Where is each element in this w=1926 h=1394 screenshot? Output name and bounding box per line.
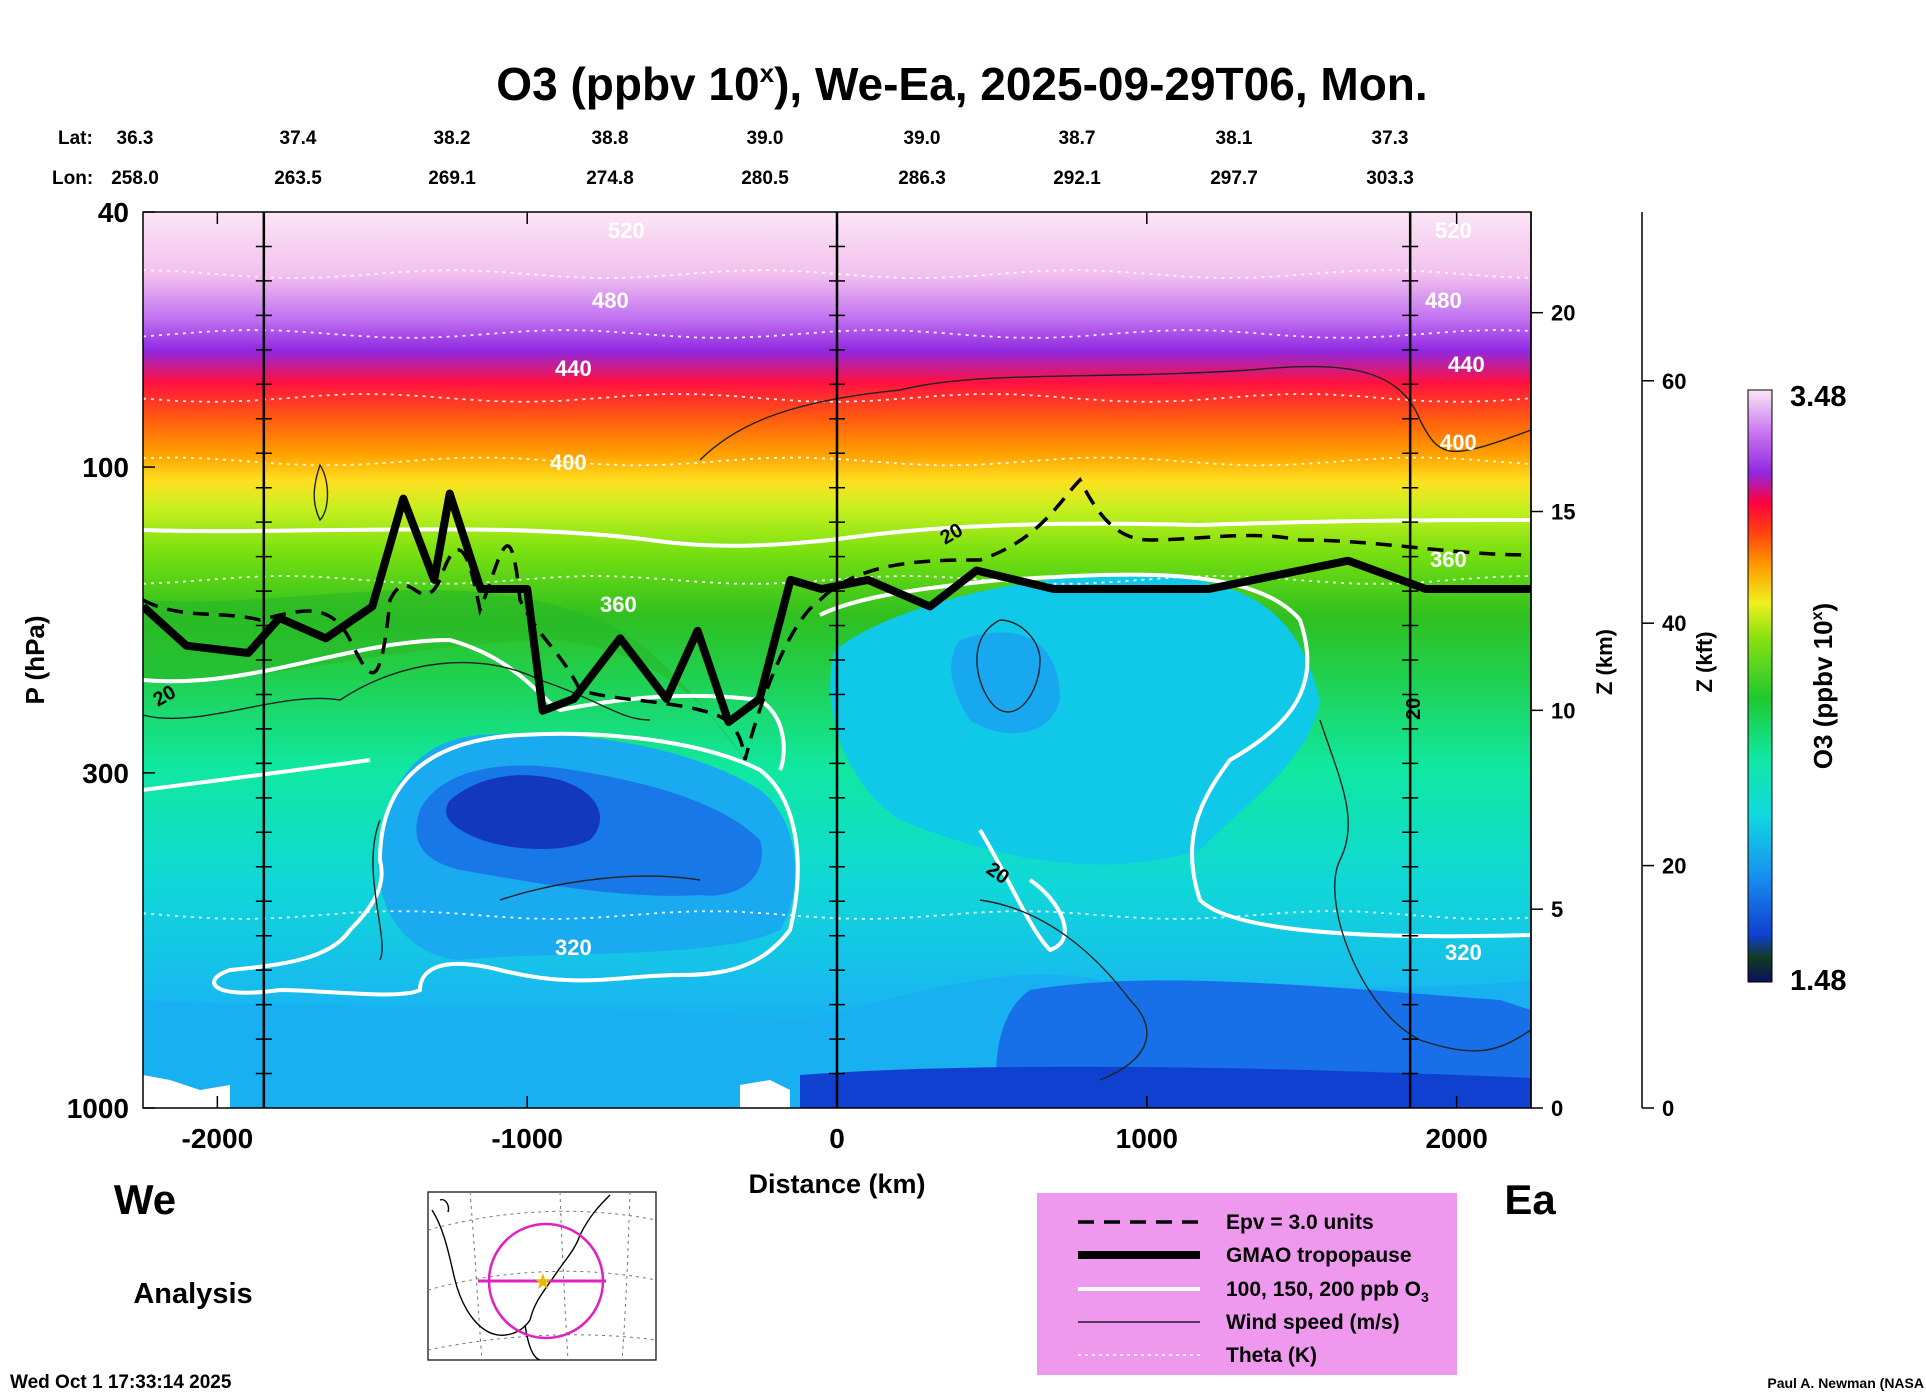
theta-label-320: 320	[555, 935, 592, 960]
z-kft-label: Z (kft)	[1692, 631, 1717, 692]
x-tick-label: 1000	[1116, 1123, 1178, 1154]
colorbar-gradient	[1747, 389, 1773, 983]
ozone-contour-field	[143, 212, 1531, 1108]
lon-row-label: Lon:	[52, 168, 93, 189]
colorbar-max-label: 3.48	[1790, 381, 1846, 413]
lon-value: 269.1	[428, 168, 476, 189]
west-end-label: We	[114, 1176, 176, 1223]
z-km-axis: 0 5 10 15 20	[1530, 212, 1575, 1121]
lon-value: 292.1	[1053, 168, 1101, 189]
lat-value: 39.0	[747, 128, 784, 149]
theta-label-360-right: 360	[1430, 547, 1467, 572]
colorbar-title: O3 (ppbv 10x)	[1808, 603, 1838, 769]
inset-map-graticule	[427, 1191, 657, 1361]
terrain-mask-mid	[740, 1080, 790, 1108]
y-tick-label: 1000	[67, 1093, 129, 1124]
colorbar-min-label: 1.48	[1790, 965, 1846, 997]
lat-value: 38.8	[592, 128, 629, 149]
z-kft-tick-label: 60	[1662, 369, 1686, 394]
z-km-label: Z (km)	[1592, 629, 1617, 695]
x-tick-label: 0	[829, 1123, 845, 1154]
lat-value: 36.3	[117, 128, 154, 149]
x-axis-label: Distance (km)	[748, 1169, 925, 1199]
theta-label-400-right: 400	[1440, 430, 1477, 455]
legend-label-ozone: 100, 150, 200 ppb O3	[1226, 1278, 1429, 1305]
gmao-tropopause-line	[143, 489, 1531, 727]
vertical-marker-lines	[255, 212, 1419, 1108]
z-km-tick-label: 0	[1551, 1096, 1563, 1121]
east-end-label: Ea	[1504, 1176, 1556, 1223]
chart-title: O3 (ppbv 10x), We-Ea, 2025-09-29T06, Mon…	[496, 58, 1427, 110]
x-tick-label: 2000	[1425, 1123, 1487, 1154]
z-km-tick-label: 15	[1551, 500, 1575, 525]
lon-value: 286.3	[898, 168, 946, 189]
surface-low-ozone	[800, 1066, 1531, 1108]
lat-value: 38.7	[1059, 128, 1096, 149]
y-tick-label: 40	[98, 197, 129, 228]
upper-trop-ozone-band	[143, 589, 745, 760]
theta-label-360: 360	[600, 592, 637, 617]
theta-label-520-right: 520	[1435, 218, 1472, 243]
wind-speed-contours	[143, 365, 1531, 1081]
wind-label-20-d: 20	[1403, 698, 1425, 720]
theta-label-320-right: 320	[1445, 940, 1482, 965]
theta-label-480: 480	[592, 288, 629, 313]
theta-label-400: 400	[550, 450, 587, 475]
z-km-tick-label: 5	[1551, 897, 1563, 922]
z-km-tick-label: 20	[1551, 301, 1575, 326]
low-ozone-core	[446, 775, 600, 850]
terrain-mask-left	[143, 1075, 230, 1108]
epv-line	[143, 477, 1531, 761]
lon-value: 303.3	[1366, 168, 1414, 189]
inset-map-frame	[427, 1191, 657, 1361]
legend-label-wind: Wind speed (m/s)	[1226, 1311, 1400, 1334]
lat-lon-rows: 36.3 37.4 38.2 38.8 39.0 39.0 38.7 38.1 37.3 258.…	[111, 128, 1414, 189]
z-km-tick-label: 10	[1551, 698, 1575, 723]
theta-label-520: 520	[608, 218, 645, 243]
x-axis: -2000 -1000 0 1000 2000	[182, 212, 1488, 1154]
z-kft-tick-label: 20	[1662, 854, 1686, 879]
credit: Paul A. Newman (NASA	[1767, 1375, 1924, 1391]
y-axis: 40 100 300 1000	[67, 197, 155, 1124]
lat-value: 39.0	[904, 128, 941, 149]
legend-label-epv: Epv = 3.0 units	[1226, 1211, 1374, 1234]
analysis-label: Analysis	[133, 1278, 252, 1310]
lon-value: 274.8	[586, 168, 634, 189]
lat-value: 37.4	[280, 128, 317, 149]
z-kft-tick-label: 0	[1662, 1096, 1674, 1121]
colorbar: 3.48 1.48 O3 (ppbv 10x)	[1747, 381, 1846, 997]
low-ozone-region-right	[830, 574, 1320, 865]
x-tick-label: -2000	[182, 1123, 254, 1154]
ozone-contour-200	[143, 518, 1531, 548]
lon-value: 258.0	[111, 168, 159, 189]
lat-value: 38.2	[434, 128, 471, 149]
theta-label-440: 440	[555, 356, 592, 381]
lon-value: 297.7	[1210, 168, 1258, 189]
ozone-contour-100-right	[143, 758, 1067, 953]
theta-label-440-right: 440	[1448, 352, 1485, 377]
y-tick-label: 100	[82, 452, 129, 483]
ozone-contour-100-left	[212, 731, 800, 997]
inset-map: ★	[427, 1191, 657, 1361]
inset-map-center-star: ★	[533, 1269, 553, 1294]
lon-value: 263.5	[274, 168, 322, 189]
legend-label-theta: Theta (K)	[1226, 1344, 1317, 1367]
lon-value: 280.5	[741, 168, 789, 189]
legend: Epv = 3.0 units GMAO tropopause 100, 150…	[1037, 1193, 1457, 1375]
low-ozone-pocket-right	[951, 632, 1060, 734]
z-kft-tick-label: 40	[1662, 611, 1686, 636]
lat-value: 38.1	[1216, 128, 1253, 149]
x-tick-label: -1000	[491, 1123, 563, 1154]
lat-value: 37.3	[1372, 128, 1409, 149]
theta-label-480-right: 480	[1425, 288, 1462, 313]
z-kft-axis: 0 20 40 60	[1641, 212, 1686, 1121]
legend-label-tropopause: GMAO tropopause	[1226, 1244, 1412, 1267]
y-tick-label: 300	[82, 758, 129, 789]
y-axis-label: P (hPa)	[20, 615, 50, 704]
lat-row-label: Lat:	[58, 128, 93, 149]
timestamp: Wed Oct 1 17:33:14 2025	[10, 1372, 232, 1393]
